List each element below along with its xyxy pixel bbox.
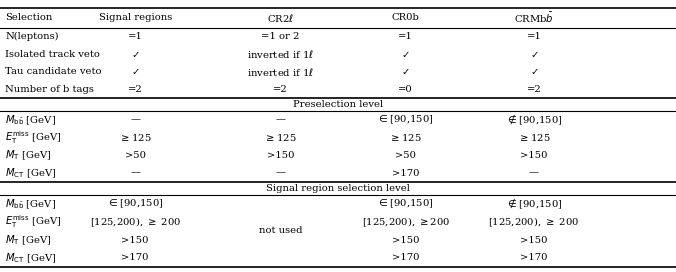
Text: $E_{\mathrm{T}}^{\mathrm{miss}}$ [GeV]: $E_{\mathrm{T}}^{\mathrm{miss}}$ [GeV] <box>5 129 62 146</box>
Text: Tau candidate veto: Tau candidate veto <box>5 67 102 76</box>
Text: CR0b: CR0b <box>391 13 420 22</box>
Text: Number of b tags: Number of b tags <box>5 85 94 94</box>
Text: >170: >170 <box>122 253 149 262</box>
Text: —: — <box>130 169 140 178</box>
Text: —: — <box>529 169 539 178</box>
Text: >50: >50 <box>124 151 146 160</box>
Text: inverted if 1$\ell$: inverted if 1$\ell$ <box>247 48 314 60</box>
Text: not used: not used <box>259 226 302 235</box>
Text: $\in$[90,150]: $\in$[90,150] <box>377 198 434 210</box>
Text: $\checkmark$: $\checkmark$ <box>402 50 410 58</box>
Text: $\geq$125: $\geq$125 <box>264 132 297 143</box>
Text: $E_{\mathrm{T}}^{\mathrm{miss}}$ [GeV]: $E_{\mathrm{T}}^{\mathrm{miss}}$ [GeV] <box>5 214 62 230</box>
Text: >170: >170 <box>392 169 419 178</box>
Text: $\geq$125: $\geq$125 <box>119 132 151 143</box>
Text: $M_{\mathrm{T}}$ [GeV]: $M_{\mathrm{T}}$ [GeV] <box>5 149 52 162</box>
Text: $\in$[90,150]: $\in$[90,150] <box>377 114 434 126</box>
Text: $\checkmark$: $\checkmark$ <box>402 67 410 76</box>
Text: —: — <box>130 116 140 125</box>
Text: $\geq$125: $\geq$125 <box>518 132 550 143</box>
Text: =2: =2 <box>128 85 143 94</box>
Text: Selection: Selection <box>5 13 53 22</box>
Text: [125,200), $\geq$ 200: [125,200), $\geq$ 200 <box>89 215 181 229</box>
Text: $\checkmark$: $\checkmark$ <box>131 67 139 76</box>
Text: Preselection level: Preselection level <box>293 100 383 109</box>
Text: >170: >170 <box>521 253 548 262</box>
Text: —: — <box>276 116 285 125</box>
Text: $M_{\mathrm{CT}}$ [GeV]: $M_{\mathrm{CT}}$ [GeV] <box>5 166 57 180</box>
Text: [125,200), $\geq$200: [125,200), $\geq$200 <box>362 215 450 229</box>
Text: CRMb$\bar{b}$: CRMb$\bar{b}$ <box>514 11 554 25</box>
Text: >150: >150 <box>122 236 149 245</box>
Text: $\geq$125: $\geq$125 <box>389 132 422 143</box>
Text: $\in$[90,150]: $\in$[90,150] <box>107 198 164 210</box>
Text: Signal region selection level: Signal region selection level <box>266 184 410 193</box>
Text: $M_{\mathrm{b}\bar{\mathrm{b}}}$ [GeV]: $M_{\mathrm{b}\bar{\mathrm{b}}}$ [GeV] <box>5 113 56 127</box>
Text: $\checkmark$: $\checkmark$ <box>131 50 139 58</box>
Text: =0: =0 <box>398 85 413 94</box>
Text: =2: =2 <box>527 85 541 94</box>
Text: $M_{\mathrm{T}}$ [GeV]: $M_{\mathrm{T}}$ [GeV] <box>5 233 52 247</box>
Text: >50: >50 <box>395 151 416 160</box>
Text: Signal regions: Signal regions <box>99 13 172 22</box>
Text: $M_{\mathrm{CT}}$ [GeV]: $M_{\mathrm{CT}}$ [GeV] <box>5 251 57 265</box>
Text: =1: =1 <box>398 32 413 41</box>
Text: —: — <box>276 169 285 178</box>
Text: $\notin$[90,150]: $\notin$[90,150] <box>506 197 562 211</box>
Text: >150: >150 <box>267 151 294 160</box>
Text: =2: =2 <box>273 85 288 94</box>
Text: Isolated track veto: Isolated track veto <box>5 50 100 58</box>
Text: >150: >150 <box>392 236 419 245</box>
Text: N(leptons): N(leptons) <box>5 32 59 41</box>
Text: >150: >150 <box>521 236 548 245</box>
Text: inverted if 1$\ell$: inverted if 1$\ell$ <box>247 66 314 78</box>
Text: $\checkmark$: $\checkmark$ <box>530 67 538 76</box>
Text: [125,200), $\geq$ 200: [125,200), $\geq$ 200 <box>488 215 580 229</box>
Text: $\notin$[90,150]: $\notin$[90,150] <box>506 113 562 127</box>
Text: $M_{\mathrm{b}\bar{\mathrm{b}}}$ [GeV]: $M_{\mathrm{b}\bar{\mathrm{b}}}$ [GeV] <box>5 197 56 211</box>
Text: =1: =1 <box>527 32 541 41</box>
Text: =1 or 2: =1 or 2 <box>262 32 299 41</box>
Text: >170: >170 <box>392 253 419 262</box>
Text: $\checkmark$: $\checkmark$ <box>530 50 538 58</box>
Text: CR2$\ell$: CR2$\ell$ <box>267 12 294 24</box>
Text: >150: >150 <box>521 151 548 160</box>
Text: =1: =1 <box>128 32 143 41</box>
